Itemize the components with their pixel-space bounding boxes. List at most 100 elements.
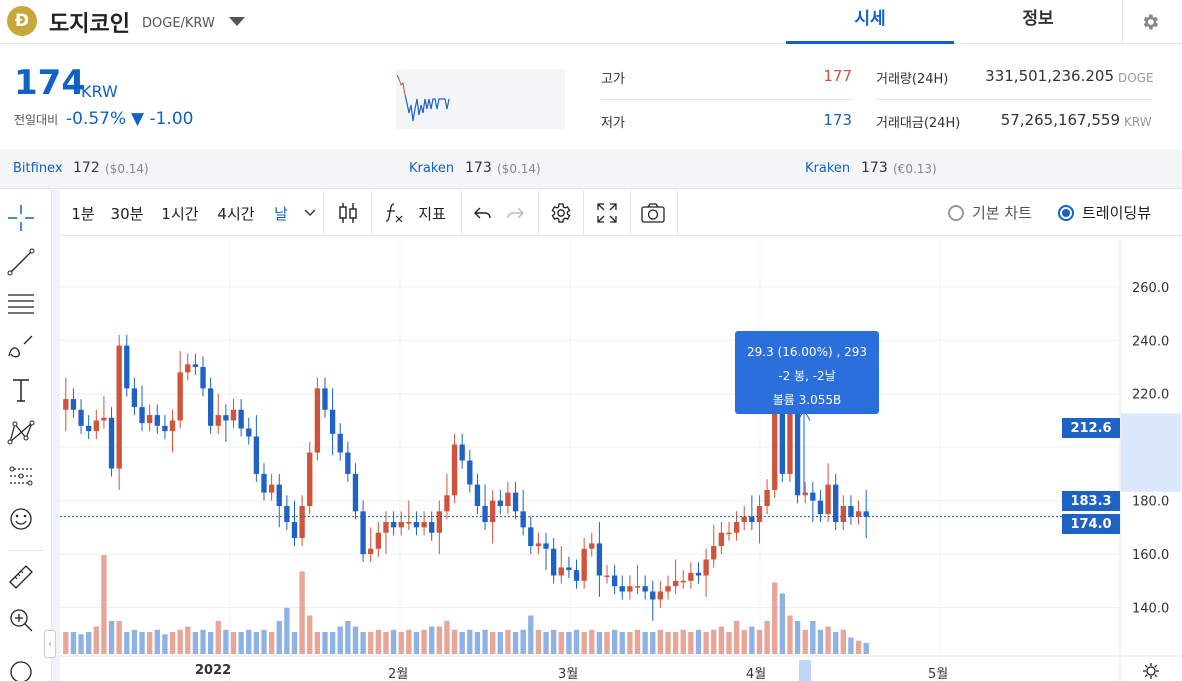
volume-bar — [672, 632, 679, 654]
volume-bar — [718, 626, 725, 654]
chevron-down-icon[interactable] — [229, 17, 245, 26]
candle-body — [772, 409, 778, 490]
candle-body — [261, 473, 267, 493]
volume-bar — [314, 632, 321, 654]
indicator-fx-icon[interactable] — [382, 190, 408, 236]
candle-body — [688, 572, 694, 581]
exchange-name[interactable]: Kraken — [409, 161, 455, 176]
settings-button[interactable] — [1122, 0, 1177, 44]
text-tool-icon[interactable] — [4, 373, 38, 407]
volume-bar — [764, 621, 770, 654]
x-tick-label: 4월 — [746, 667, 767, 681]
fib-lines-icon[interactable] — [4, 287, 38, 321]
volume-bar — [459, 632, 465, 654]
volume-bar — [261, 629, 267, 654]
interval-4h[interactable]: 4시간 — [217, 204, 255, 223]
volume-bar — [383, 632, 389, 654]
basic-chart-label[interactable]: 기본 차트 — [972, 204, 1032, 222]
redo-icon[interactable] — [500, 190, 530, 236]
brush-icon[interactable] — [4, 330, 38, 364]
candle-body — [733, 522, 740, 533]
volume-bar — [550, 629, 557, 654]
volume-bar — [421, 629, 427, 654]
volume-bar — [863, 643, 869, 654]
volume-bar — [505, 629, 511, 654]
candle-body — [322, 388, 328, 410]
projection-icon[interactable] — [4, 459, 38, 493]
candle-body — [116, 345, 122, 469]
axis-settings-sun-icon[interactable] — [1142, 662, 1160, 681]
interval-1m[interactable]: 1분 — [71, 204, 95, 223]
tab-price[interactable]: 시세 — [786, 0, 954, 44]
volume-bar — [86, 632, 92, 654]
ruler-icon[interactable] — [4, 560, 38, 594]
volume-bar — [657, 629, 664, 654]
volume-bar — [848, 637, 854, 654]
crosshair-icon[interactable] — [4, 201, 38, 235]
app-header: Ð 도지코인 DOGE/KRW 시세 정보 — [0, 0, 1182, 44]
volume-bar — [169, 632, 176, 654]
candle-body — [307, 452, 313, 506]
volume-bar — [246, 629, 252, 654]
exchange-name[interactable]: Bitfinex — [13, 161, 63, 176]
indicator-button[interactable]: 지표 — [418, 204, 446, 223]
candle-type-icon[interactable] — [330, 190, 365, 236]
interval-dropdown-chevron-icon[interactable] — [302, 190, 318, 236]
candle-body — [436, 511, 442, 533]
interval-1h[interactable]: 1시간 — [161, 204, 199, 223]
candle-body — [459, 444, 465, 461]
candle-body — [528, 527, 534, 547]
volume-bar — [490, 632, 496, 654]
tab-info[interactable]: 정보 — [1022, 9, 1054, 29]
volume-bar — [756, 629, 763, 654]
volume-bar — [139, 632, 145, 654]
candle-body — [352, 473, 359, 512]
tradingview-label[interactable]: 트레이딩뷰 — [1082, 204, 1152, 222]
undo-icon[interactable] — [468, 190, 498, 236]
volume-bar — [619, 632, 625, 654]
interval-30m[interactable]: 30분 — [110, 204, 144, 223]
interval-day[interactable]: 날 — [274, 204, 288, 223]
volume-bar — [833, 632, 839, 654]
candle-body — [375, 532, 382, 549]
volume-bar — [581, 632, 587, 654]
fullscreen-icon[interactable] — [592, 190, 622, 236]
collapse-toolbar-button[interactable]: ‹ — [44, 630, 56, 658]
candle-body — [215, 415, 221, 426]
zoom-in-icon[interactable] — [4, 603, 38, 637]
price-marker-high: 212.6 — [1062, 418, 1120, 438]
radio-tradingview[interactable] — [1058, 205, 1074, 221]
radio-basic-chart[interactable] — [948, 205, 964, 221]
exchange-eur-price: (€0.13) — [893, 162, 937, 176]
chart-settings-gear-icon[interactable] — [545, 190, 575, 236]
candle-body — [337, 433, 343, 453]
emoji-icon[interactable] — [4, 502, 38, 536]
volume-value: 331,501,236.205 — [985, 67, 1114, 85]
candle-body — [810, 492, 816, 501]
magnet-icon[interactable] — [4, 650, 38, 681]
trend-line-icon[interactable] — [4, 245, 38, 279]
divider — [677, 190, 678, 236]
volume-bar — [733, 621, 740, 654]
volume-bar — [589, 629, 595, 654]
volume-bar — [429, 626, 435, 654]
exchange-name[interactable]: Kraken — [805, 161, 851, 176]
volume-bar — [558, 632, 564, 654]
volume-bar — [794, 621, 801, 654]
x-tick-label: 3월 — [558, 667, 579, 681]
candle-body — [383, 522, 389, 533]
volume-bar — [810, 621, 816, 654]
y-tick-label: 160.0 — [1132, 548, 1169, 563]
camera-icon[interactable] — [638, 190, 668, 236]
volume-bar — [329, 632, 336, 654]
dogecoin-logo-icon: Ð — [7, 6, 37, 36]
pattern-icon[interactable] — [4, 416, 38, 450]
candle-body — [63, 399, 69, 410]
candle-body — [833, 484, 839, 523]
volume-bar — [840, 629, 846, 654]
volume-bar — [131, 629, 138, 654]
volume-bar — [665, 632, 671, 654]
volume-bar — [299, 571, 305, 654]
change-percent: -0.57% — [66, 109, 127, 129]
